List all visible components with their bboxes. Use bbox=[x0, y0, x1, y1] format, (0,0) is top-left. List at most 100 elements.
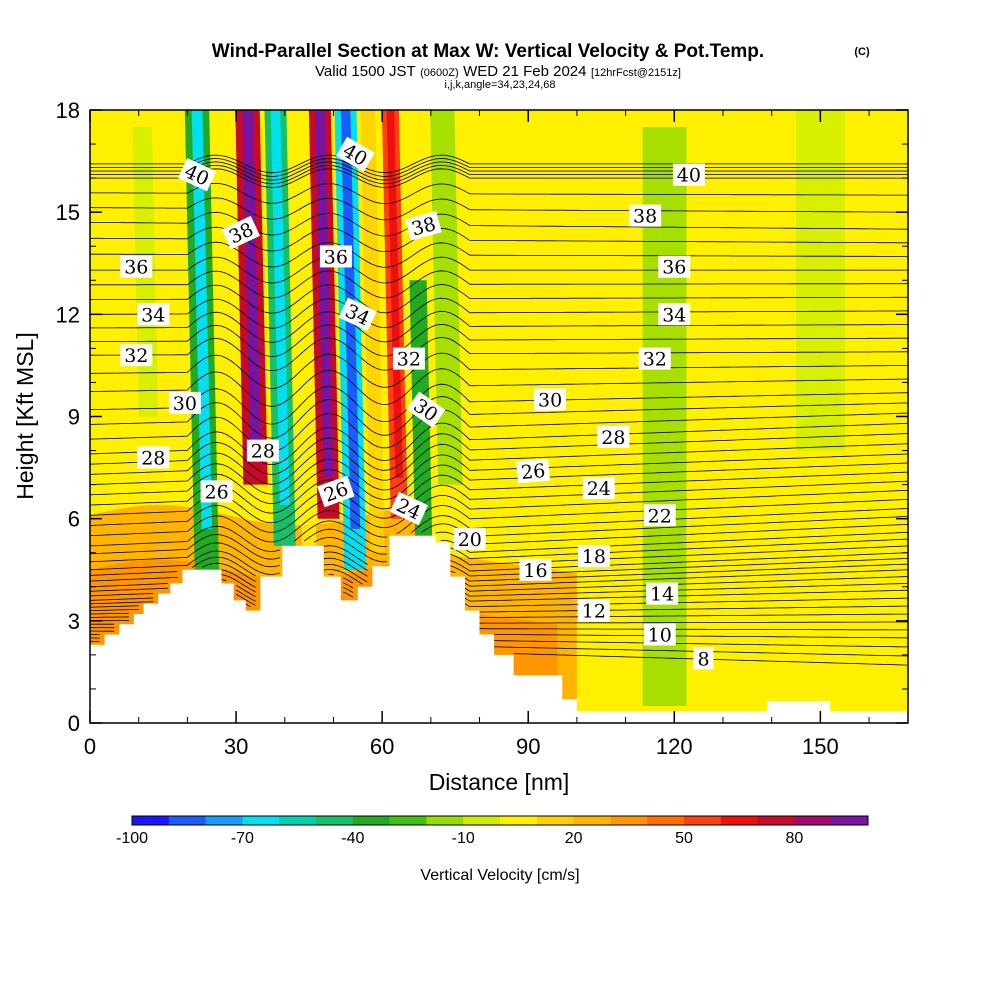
contour-label-box bbox=[658, 303, 691, 326]
theta-contour-20 bbox=[90, 516, 908, 560]
contour-label-box bbox=[693, 647, 714, 670]
contour-label-2: 36 bbox=[120, 255, 153, 279]
colorbar-tick-labels: -100 -70 -40 -10 20 50 80 bbox=[116, 830, 803, 847]
colorbar-swatch-16 bbox=[720, 816, 759, 825]
chart-subtitle: Valid 1500 JST (0600Z) WED 21 Feb 2024 [… bbox=[315, 63, 681, 80]
colorbar-swatch-19 bbox=[831, 816, 869, 825]
colorbar-swatch-2 bbox=[205, 816, 243, 825]
colorbar-swatch-14 bbox=[647, 816, 685, 825]
contour-label-box bbox=[453, 528, 486, 551]
contour-label-box bbox=[516, 458, 550, 484]
theta-contour-16 bbox=[90, 545, 908, 582]
x-tick-label: 120 bbox=[656, 734, 693, 759]
contour-label-33: 32 bbox=[638, 347, 671, 371]
x-tick-label: 30 bbox=[224, 734, 248, 759]
contour-label-text: 12 bbox=[582, 601, 606, 623]
chart-title: Wind-Parallel Section at Max W: Vertical… bbox=[212, 41, 764, 62]
contour-label-box bbox=[577, 599, 610, 622]
contour-label-21: 24 bbox=[582, 477, 615, 500]
contour-label-24: 18 bbox=[577, 545, 610, 568]
y-tick-label: 3 bbox=[68, 609, 80, 634]
theta-contour-7 bbox=[90, 605, 908, 618]
x-tick-label: 90 bbox=[516, 734, 540, 759]
contour-label-text: 8 bbox=[697, 648, 709, 670]
colorbar-tick-label: -10 bbox=[452, 830, 475, 847]
colorbar-frame bbox=[131, 815, 869, 826]
theta-contour-10 bbox=[90, 583, 908, 608]
theta-contour-51 bbox=[90, 158, 908, 177]
y-tick-label: 6 bbox=[68, 507, 80, 532]
contour-label-31: 36 bbox=[658, 255, 691, 279]
contour-label-text: 20 bbox=[458, 529, 482, 551]
contour-label-text: 36 bbox=[124, 257, 148, 279]
velocity-band-2 bbox=[215, 110, 239, 485]
contour-label-box bbox=[646, 582, 679, 605]
contour-label-box bbox=[317, 475, 355, 508]
colorbar-tick-label: 50 bbox=[675, 830, 693, 847]
x-tick-label: 0 bbox=[84, 734, 96, 759]
theta-contour-43 bbox=[90, 241, 908, 268]
theta-contour-11 bbox=[90, 576, 908, 606]
contour-label-text: 16 bbox=[523, 560, 547, 582]
theta-contour-19 bbox=[90, 523, 908, 568]
theta-contour-52 bbox=[90, 154, 908, 174]
contour-label-text: 32 bbox=[397, 349, 421, 371]
theta-contour-27 bbox=[90, 453, 908, 495]
theta-contour-30 bbox=[90, 422, 908, 466]
contour-label-box bbox=[137, 446, 170, 469]
theta-contour-42 bbox=[90, 256, 908, 284]
contour-label-27: 10 bbox=[643, 623, 676, 647]
contour-label-4: 32 bbox=[120, 344, 153, 367]
contour-label-text: 10 bbox=[648, 625, 672, 647]
colorbar-tick-label: 20 bbox=[565, 830, 583, 847]
theta-contour-26 bbox=[90, 462, 908, 505]
velocity-band-core-6 bbox=[315, 110, 334, 478]
contour-label-box bbox=[200, 480, 233, 503]
colorbar-tick-label: -100 bbox=[116, 830, 148, 847]
colorbar-tick-label: 80 bbox=[786, 830, 804, 847]
theta-contour-36 bbox=[90, 337, 908, 372]
y-tick-label: 12 bbox=[56, 302, 80, 327]
contour-label-6: 28 bbox=[137, 446, 170, 469]
y-axis-label: Height [Kft MSL] bbox=[12, 332, 38, 499]
velocity-band-8 bbox=[360, 110, 385, 553]
contour-label-text: 30 bbox=[538, 390, 562, 412]
theta-contour-32 bbox=[90, 396, 908, 439]
subtitle-forecast: [12hrFcst@2151z] bbox=[591, 67, 681, 79]
contour-label-box bbox=[658, 255, 691, 278]
theta-contour-38 bbox=[90, 310, 908, 343]
contour-label-26: 12 bbox=[577, 599, 610, 623]
subtitle-date: WED 21 Feb 2024 bbox=[463, 63, 586, 80]
colorbar-swatch-5 bbox=[316, 816, 354, 825]
colorbar bbox=[131, 815, 869, 826]
theta-contour-17 bbox=[90, 538, 908, 577]
contour-label-20: 28 bbox=[597, 425, 630, 449]
theta-contour-18 bbox=[90, 531, 908, 575]
contour-label-14: 32 bbox=[392, 347, 425, 371]
colorbar-swatch-10 bbox=[500, 816, 538, 825]
theta-contour-34 bbox=[90, 368, 908, 407]
colorbar-swatch-1 bbox=[168, 816, 207, 825]
colorbar-swatch-13 bbox=[610, 816, 648, 825]
contour-label-12: 26 bbox=[317, 475, 355, 508]
contour-label-box bbox=[120, 344, 153, 367]
colorbar-swatch-15 bbox=[684, 816, 722, 825]
theta-contour-33 bbox=[90, 383, 908, 425]
colorbar-swatch-17 bbox=[757, 816, 795, 825]
theta-contour-3 bbox=[90, 630, 908, 639]
contour-label-10: 36 bbox=[319, 245, 352, 268]
chart-subtitle-indices: i,j,k,angle=34,23,24,68 bbox=[444, 79, 555, 91]
contour-label-18: 30 bbox=[534, 388, 567, 412]
contour-label-box bbox=[319, 245, 352, 268]
contour-label-box bbox=[643, 504, 676, 527]
y-tick-label: 9 bbox=[68, 405, 80, 430]
contour-label-text: 22 bbox=[648, 505, 672, 527]
contour-label-text: 24 bbox=[587, 478, 611, 500]
theta-contour-8 bbox=[90, 597, 908, 615]
contour-label-15: 30 bbox=[406, 391, 446, 428]
x-tick-label: 150 bbox=[802, 734, 839, 759]
contour-label-29: 40 bbox=[672, 163, 705, 187]
y-tick-label: 0 bbox=[68, 711, 80, 736]
